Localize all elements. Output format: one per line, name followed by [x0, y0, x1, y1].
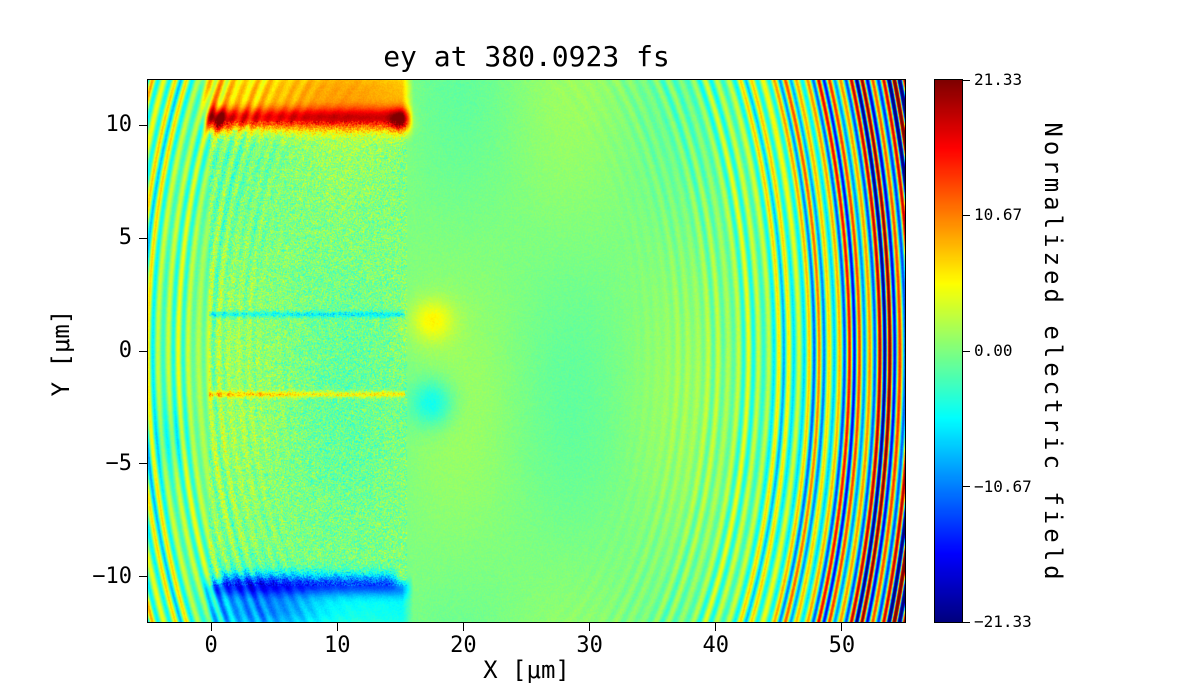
colorbar-tick: [963, 486, 970, 488]
plot-area: [147, 79, 906, 623]
x-axis-tick-label: 20: [450, 633, 477, 658]
y-axis-tick: [139, 350, 147, 352]
y-axis-tick-label: −10: [92, 563, 132, 589]
heatmap-canvas: [148, 80, 905, 622]
x-axis-tick: [715, 623, 717, 631]
y-axis-tick-label: 10: [105, 112, 133, 138]
colorbar-tick-label: −10.67: [974, 476, 1032, 496]
colorbar-tick: [963, 350, 970, 352]
colorbar-label: Normalized electric field: [1039, 122, 1067, 584]
colorbar-tick-label: 21.33: [974, 70, 1023, 89]
colorbar-tick-label: −21.33: [974, 612, 1032, 631]
y-axis-tick: [139, 237, 147, 239]
x-axis-label: X [μm]: [483, 656, 570, 684]
y-axis-tick: [139, 576, 147, 578]
colorbar-tick: [963, 214, 970, 216]
x-axis-tick-label: 30: [576, 633, 603, 658]
colorbar-canvas: [935, 80, 962, 622]
y-axis-label: Y [μm]: [47, 309, 75, 397]
colorbar: [934, 79, 963, 623]
y-axis-tick-label: −5: [105, 450, 133, 476]
colorbar-tick-label: 0.00: [974, 341, 1013, 360]
x-axis-tick: [336, 623, 338, 631]
y-axis-tick: [139, 124, 147, 126]
x-axis-tick-label: 10: [324, 633, 351, 658]
y-axis-tick-label: 5: [118, 225, 132, 251]
x-axis-tick: [589, 623, 591, 631]
colorbar-tick: [963, 79, 970, 81]
x-axis-tick: [210, 623, 212, 631]
colorbar-tick: [963, 621, 970, 623]
x-axis-tick-label: 50: [828, 633, 856, 658]
plot-title: ey at 380.0923 fs: [383, 40, 670, 73]
x-axis-tick-label: 40: [702, 633, 730, 658]
y-axis-tick: [139, 463, 147, 465]
x-axis-tick: [462, 623, 464, 631]
x-axis-tick-label: 0: [204, 633, 218, 658]
y-axis-tick-label: 0: [118, 338, 132, 363]
colorbar-tick-label: 10.67: [974, 205, 1023, 225]
x-axis-tick: [841, 623, 843, 631]
